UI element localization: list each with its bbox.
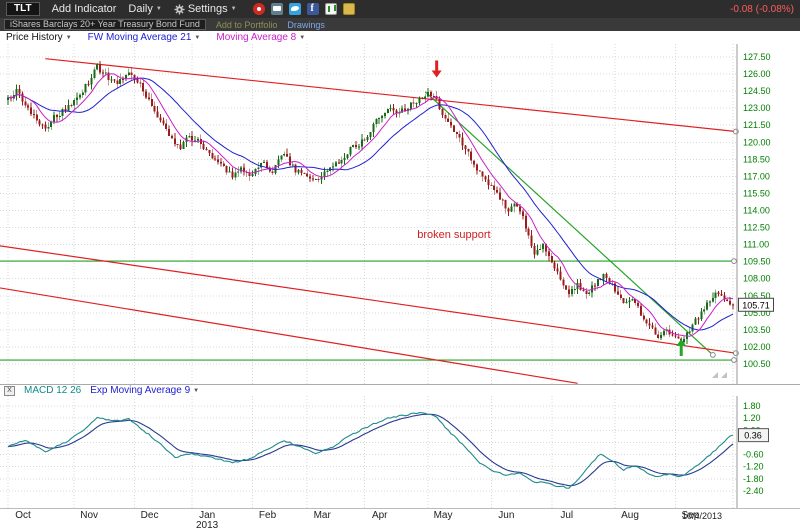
last-date-label: 10/4/2013 — [682, 511, 723, 521]
close-macd-button[interactable]: X — [4, 385, 15, 396]
month-label: Apr — [371, 510, 388, 521]
scroll-handles — [712, 372, 727, 378]
timeframe-dropdown[interactable]: Daily ▼ — [128, 3, 161, 15]
svg-text:105.71: 105.71 — [742, 300, 770, 310]
ma8-dropdown[interactable]: Moving Average 8 ▼ — [216, 32, 305, 43]
macd-indicator-label[interactable]: MACD 12 26 — [24, 385, 82, 396]
svg-text:123.00: 123.00 — [743, 103, 771, 113]
svg-text:114.00: 114.00 — [743, 206, 770, 216]
chevron-down-icon: ▼ — [194, 34, 201, 41]
fund-name-box: iShares Barclays 20+ Year Treasury Bond … — [4, 19, 206, 30]
month-label: Nov — [80, 510, 99, 521]
time-axis: 2013 10/4/2013 Oct Nov Dec Jan Feb Mar Apr May J… — [0, 508, 800, 530]
svg-text:103.50: 103.50 — [743, 325, 771, 335]
add-indicator-label: Add Indicator — [51, 3, 117, 15]
trend-drawings — [0, 58, 739, 384]
chevron-down-icon: ▼ — [65, 34, 72, 41]
ma21-dropdown[interactable]: FW Moving Average 21 ▼ — [88, 32, 201, 43]
macd-panel-header: X MACD 12 26 Exp Moving Average 9 ▼ — [0, 384, 800, 396]
twitter-icon[interactable] — [288, 3, 301, 15]
svg-text:121.50: 121.50 — [743, 120, 771, 130]
gear-icon — [174, 4, 185, 14]
chart-icon[interactable] — [324, 3, 337, 15]
month-label: Jul — [560, 510, 574, 521]
chat-icon[interactable] — [270, 3, 283, 15]
svg-text:118.50: 118.50 — [743, 154, 770, 164]
price-change-readout: -0.08 (-0.08%) — [730, 3, 794, 15]
svg-text:108.00: 108.00 — [743, 274, 771, 284]
facebook-icon[interactable] — [306, 3, 319, 15]
price-chart-header: Price History ▼ FW Moving Average 21 ▼ M… — [0, 31, 800, 44]
settings-menu[interactable]: Settings ▼ — [174, 3, 237, 15]
month-label: May — [433, 510, 453, 521]
drawings-link[interactable]: Drawings — [287, 19, 325, 30]
month-label: Jan — [199, 510, 216, 521]
price-history-label: Price History — [6, 32, 63, 43]
svg-text:127.50: 127.50 — [743, 52, 771, 62]
moving-average-lines — [7, 73, 734, 337]
svg-text:115.50: 115.50 — [743, 188, 770, 198]
svg-text:117.00: 117.00 — [743, 171, 770, 181]
ma21-label: FW Moving Average 21 — [87, 32, 192, 43]
price-grid — [0, 44, 737, 384]
svg-text:1.80: 1.80 — [743, 401, 761, 411]
symbol-input[interactable]: TLT — [6, 2, 40, 16]
svg-text:126.00: 126.00 — [743, 69, 771, 79]
price-chart-canvas[interactable]: broken support127.50126.00124.50123.0012… — [0, 44, 800, 384]
add-indicator-menu[interactable]: Add Indicator — [52, 3, 117, 15]
price-axis: 127.50 126.00 124.50 123.00 121.50 120.00 118.… — [736, 44, 774, 384]
ma8-label: Moving Average 8 — [216, 32, 297, 43]
candles — [7, 61, 734, 345]
macd-signal-label: Exp Moving Average 9 — [90, 385, 191, 396]
svg-text:112.50: 112.50 — [743, 223, 770, 233]
svg-text:120.00: 120.00 — [743, 137, 771, 147]
svg-text:1.20: 1.20 — [743, 413, 761, 423]
month-label: Feb — [258, 510, 277, 521]
month-label: Sep — [681, 510, 700, 521]
month-label: Mar — [313, 510, 331, 521]
chevron-down-icon: ▼ — [299, 34, 306, 41]
year-label: 2013 — [196, 520, 219, 530]
svg-text:100.50: 100.50 — [743, 359, 771, 369]
macd-axis: 1.801.200.60-0.60-1.20-1.80-2.400.36 — [736, 396, 769, 508]
toolbar-icon-strip — [252, 3, 355, 15]
macd-grid — [0, 396, 737, 508]
macd-signal-dropdown[interactable]: Exp Moving Average 9 ▼ — [90, 385, 199, 396]
svg-text:109.50: 109.50 — [743, 257, 771, 267]
price-history-dropdown[interactable]: Price History ▼ — [6, 32, 72, 43]
svg-text:102.00: 102.00 — [743, 342, 771, 352]
chevron-down-icon: ▼ — [193, 387, 200, 394]
svg-text:-1.20: -1.20 — [743, 462, 764, 472]
svg-text:111.00: 111.00 — [743, 240, 769, 250]
chevron-down-icon: ▼ — [230, 6, 237, 12]
timeframe-label: Daily — [128, 3, 153, 15]
svg-text:-2.40: -2.40 — [743, 486, 764, 496]
record-icon[interactable] — [252, 3, 265, 15]
svg-text:-0.60: -0.60 — [743, 450, 764, 460]
month-label: Jun — [498, 510, 515, 521]
svg-text:105.00: 105.00 — [743, 308, 771, 318]
macd-lines — [7, 412, 734, 489]
symbol-subbar: iShares Barclays 20+ Year Treasury Bond … — [0, 18, 800, 31]
svg-text:-1.80: -1.80 — [743, 474, 764, 484]
add-to-portfolio-link[interactable]: Add to Portfolio — [215, 19, 278, 30]
chevron-down-icon: ▼ — [155, 6, 162, 12]
svg-text:124.50: 124.50 — [743, 86, 771, 96]
svg-text:broken support: broken support — [417, 229, 490, 241]
svg-text:0.36: 0.36 — [744, 431, 762, 441]
top-toolbar: TLT Add Indicator Daily ▼ Settings ▼ — [0, 0, 800, 18]
month-label: Aug — [621, 510, 639, 521]
folder-icon[interactable] — [342, 3, 355, 15]
month-label: Oct — [15, 510, 31, 521]
macd-chart-canvas[interactable]: 1.801.200.60-0.60-1.20-1.80-2.400.36 — [0, 396, 800, 508]
settings-label: Settings — [187, 3, 228, 15]
annotations: broken support — [417, 60, 687, 356]
month-label: Dec — [140, 510, 159, 521]
svg-text:106.50: 106.50 — [743, 291, 771, 301]
